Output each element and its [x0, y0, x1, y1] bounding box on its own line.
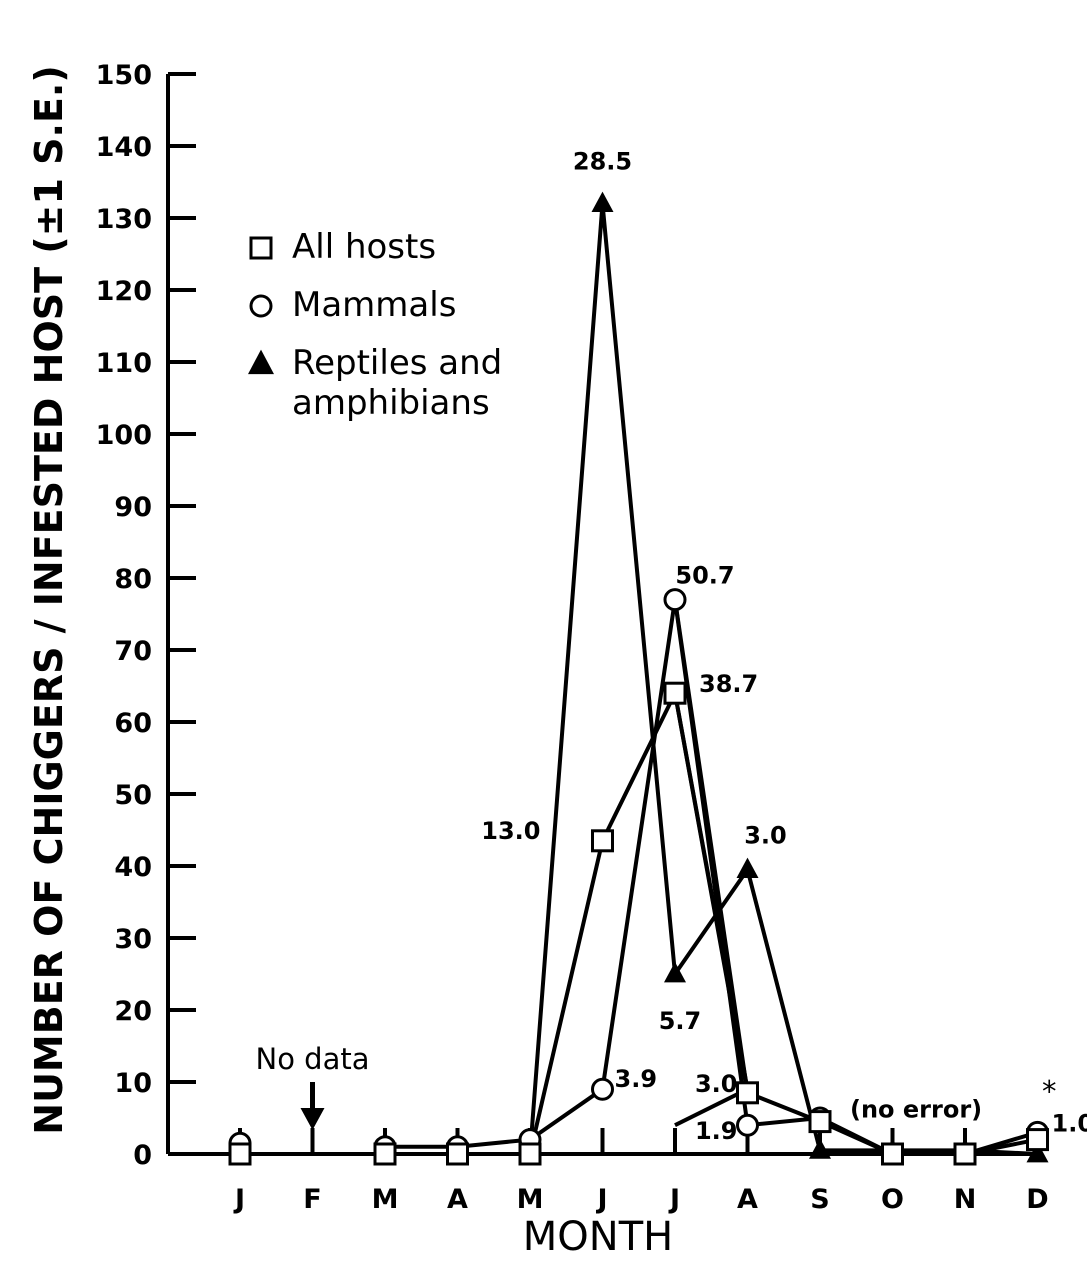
data-label: 28.5	[573, 148, 632, 176]
series-marker	[664, 962, 686, 983]
series-connector	[673, 599, 750, 1094]
x-tick-label: M	[517, 1184, 544, 1215]
y-tick-label: 20	[114, 996, 152, 1027]
y-tick-label: 70	[114, 636, 152, 667]
data-label: (no error)	[850, 1096, 982, 1124]
series-marker	[591, 1077, 614, 1101]
x-tick-label: S	[810, 1184, 829, 1215]
series-marker	[736, 1113, 759, 1137]
legend-label: amphibians	[292, 383, 490, 423]
y-tick-label: 0	[133, 1140, 152, 1171]
series-connector	[674, 1087, 749, 1127]
y-tick-label: 10	[114, 1068, 152, 1099]
x-tick-label: A	[447, 1184, 468, 1215]
series-line	[385, 201, 1038, 1156]
series-marker	[518, 1142, 542, 1166]
x-tick-label: A	[737, 1184, 758, 1215]
x-tick-label: D	[1026, 1184, 1048, 1215]
data-label: 3.0	[695, 1070, 738, 1098]
y-tick-label: 140	[96, 132, 152, 163]
x-tick-label: M	[372, 1184, 399, 1215]
y-tick-label: 130	[96, 204, 152, 235]
data-label: *	[1042, 1075, 1057, 1109]
legend-marker	[249, 236, 273, 260]
series-marker	[228, 1142, 252, 1166]
legend-marker	[248, 349, 274, 375]
y-tick-label: 100	[96, 420, 152, 451]
data-label: 5.7	[659, 1007, 702, 1035]
no-data-arrow-head	[300, 1108, 325, 1130]
series-marker	[1026, 1128, 1049, 1152]
series-marker	[953, 1142, 977, 1166]
series-connector	[673, 692, 750, 1090]
series-marker	[446, 1142, 469, 1166]
data-label: 1.9	[695, 1117, 738, 1145]
legend-label: Reptiles and	[292, 343, 502, 383]
x-tick-label: J	[595, 1184, 607, 1215]
x-tick-label: J	[233, 1184, 245, 1215]
y-axis-label: NUMBER OF CHIGGERS / INFESTED HOST (±1 S…	[27, 65, 71, 1134]
data-label: No data	[256, 1042, 370, 1076]
data-label: 38.7	[699, 670, 758, 698]
data-label: 3.9	[615, 1065, 658, 1093]
x-axis-label: MONTH	[523, 1214, 673, 1260]
y-tick-label: 50	[114, 780, 152, 811]
series-marker	[591, 191, 614, 212]
series-lines	[385, 201, 1039, 1156]
y-tick-label: 90	[114, 492, 152, 523]
x-tick-label: J	[668, 1184, 680, 1215]
series-marker	[1026, 1142, 1049, 1163]
legend-marker	[249, 294, 273, 318]
x-tick-label: N	[954, 1184, 977, 1215]
legend-label: Mammals	[292, 285, 456, 325]
y-tick-label: 40	[114, 852, 152, 883]
series-marker	[663, 681, 687, 705]
data-labels: 28.5 50.7 38.7 13.0 3.0 5.7 3.9 3.0 1.9 (no error…	[256, 148, 1087, 1146]
series-marker	[736, 1081, 759, 1105]
series-markers	[228, 191, 1049, 1166]
series-marker	[809, 1138, 831, 1159]
series-marker	[736, 857, 759, 878]
y-tick-label: 30	[114, 924, 152, 955]
y-tick-label: 60	[114, 708, 152, 739]
series-marker	[881, 1142, 904, 1166]
data-label: 3.0	[744, 822, 787, 850]
y-ticks: 0 10 20 30 40 50 60 70 80 90 100 110 120 130 140 150	[96, 60, 196, 1171]
x-tick-label: F	[303, 1184, 321, 1215]
series-marker	[591, 829, 614, 853]
data-label: 1.0	[1052, 1109, 1087, 1137]
y-tick-label: 80	[114, 564, 152, 595]
series-marker	[663, 588, 687, 612]
y-tick-label: 110	[96, 348, 152, 379]
y-tick-label: 120	[96, 276, 152, 307]
data-label: 13.0	[481, 817, 540, 845]
x-tick-label: O	[881, 1184, 904, 1215]
data-label: 50.7	[675, 562, 734, 590]
series-marker	[373, 1142, 397, 1166]
legend-label: All hosts	[292, 227, 436, 267]
series-line	[385, 597, 1039, 1156]
series-marker	[808, 1110, 832, 1134]
y-tick-label: 150	[96, 60, 152, 91]
